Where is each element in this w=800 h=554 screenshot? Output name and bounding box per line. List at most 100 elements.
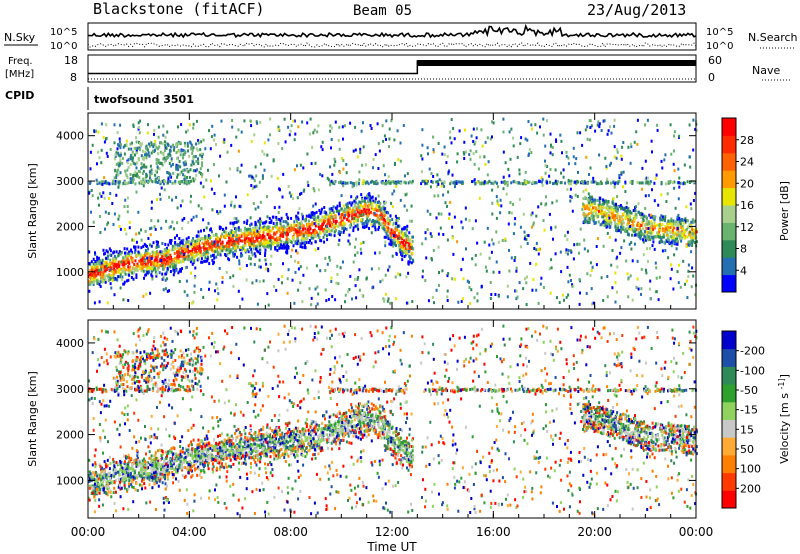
echo-cell xyxy=(349,225,352,229)
echo-cell xyxy=(657,203,660,207)
echo-cell xyxy=(191,301,194,305)
echo-cell xyxy=(178,269,181,273)
echo-cell xyxy=(222,245,225,249)
echo-cell xyxy=(134,162,137,166)
echo-cell xyxy=(225,180,228,184)
echo-cell xyxy=(312,236,315,240)
echo-cell xyxy=(90,210,92,214)
echo-cell xyxy=(592,176,595,180)
echo-cell xyxy=(225,244,228,248)
echo-cell xyxy=(691,228,694,232)
echo-cell xyxy=(370,267,373,271)
echo-cell xyxy=(243,119,246,123)
echo-cell xyxy=(640,267,643,271)
echo-cell xyxy=(183,217,186,220)
echo-cell xyxy=(195,168,198,172)
echo-cell xyxy=(531,180,534,184)
echo-cell xyxy=(290,216,293,220)
echo-cell xyxy=(370,202,373,206)
echo-cell xyxy=(294,270,297,274)
echo-cell xyxy=(682,218,685,222)
echo-cell xyxy=(686,235,689,239)
echo-cell xyxy=(556,182,559,186)
echo-cell xyxy=(483,180,486,184)
echo-cell xyxy=(197,230,200,234)
echo-cell xyxy=(461,257,464,261)
echo-cell xyxy=(650,227,653,231)
echo-cell xyxy=(411,239,414,243)
echo-cell xyxy=(405,251,408,254)
echo-cell xyxy=(237,238,240,242)
echo-cell xyxy=(344,293,347,297)
echo-cell xyxy=(522,182,525,186)
echo-cell xyxy=(234,241,237,245)
echo-cell xyxy=(324,288,327,292)
echo-cell xyxy=(550,258,553,262)
echo-cell xyxy=(92,257,95,261)
echo-cell xyxy=(91,280,94,284)
echo-cell xyxy=(102,248,105,252)
echo-cell xyxy=(169,239,172,242)
echo-cell xyxy=(255,279,258,283)
echo-cell xyxy=(111,274,114,278)
echo-cell xyxy=(137,121,140,125)
echo-cell xyxy=(191,249,194,253)
echo-cell xyxy=(200,152,203,156)
echo-cell xyxy=(290,124,293,128)
echo-cell xyxy=(673,253,676,257)
echo-cell xyxy=(486,173,489,177)
echo-cell xyxy=(379,280,382,284)
echo-cell xyxy=(338,125,341,129)
echo-cell xyxy=(114,168,117,172)
echo-cell xyxy=(655,266,658,270)
echo-cell xyxy=(359,147,362,151)
echo-cell xyxy=(224,234,227,238)
echo-cell xyxy=(237,128,240,132)
echo-cell xyxy=(321,148,324,152)
echo-cell xyxy=(389,181,392,185)
echo-cell xyxy=(94,277,97,281)
echo-cell xyxy=(382,207,385,210)
echo-cell xyxy=(302,232,305,236)
echo-cell xyxy=(588,138,591,142)
echo-cell xyxy=(178,180,181,184)
echo-cell xyxy=(293,138,296,142)
echo-cell xyxy=(688,232,691,236)
echo-cell xyxy=(430,172,433,175)
echo-cell xyxy=(471,227,474,231)
echo-cell xyxy=(620,222,623,226)
echo-cell xyxy=(135,264,138,268)
echo-cell xyxy=(399,182,402,186)
echo-cell xyxy=(239,267,242,271)
echo-cell xyxy=(194,155,197,159)
echo-cell xyxy=(608,205,611,209)
echo-cell xyxy=(646,222,649,226)
echo-cell xyxy=(584,213,587,217)
echo-cell xyxy=(313,211,316,215)
echo-cell xyxy=(249,174,252,178)
echo-cell xyxy=(551,153,554,157)
echo-cell xyxy=(108,247,111,251)
echo-cell xyxy=(202,218,205,222)
echo-cell xyxy=(103,275,106,278)
echo-cell xyxy=(95,262,98,266)
echo-cell xyxy=(316,302,319,306)
echo-cell xyxy=(312,221,314,225)
echo-cell xyxy=(648,222,651,226)
echo-cell xyxy=(405,253,408,257)
echo-cell xyxy=(155,162,158,165)
echo-cell xyxy=(287,268,290,272)
echo-cell xyxy=(319,172,322,176)
echo-cell xyxy=(100,274,103,278)
echo-cell xyxy=(107,212,110,215)
echo-cell xyxy=(262,226,265,230)
echo-cell xyxy=(278,238,281,242)
echo-cell xyxy=(569,199,572,203)
echo-cell xyxy=(523,237,526,241)
echo-cell xyxy=(390,240,393,244)
echo-cell xyxy=(651,150,653,154)
nave-tick-bottom: 0 xyxy=(708,71,715,84)
echo-cell xyxy=(549,151,552,155)
echo-cell xyxy=(325,299,328,303)
